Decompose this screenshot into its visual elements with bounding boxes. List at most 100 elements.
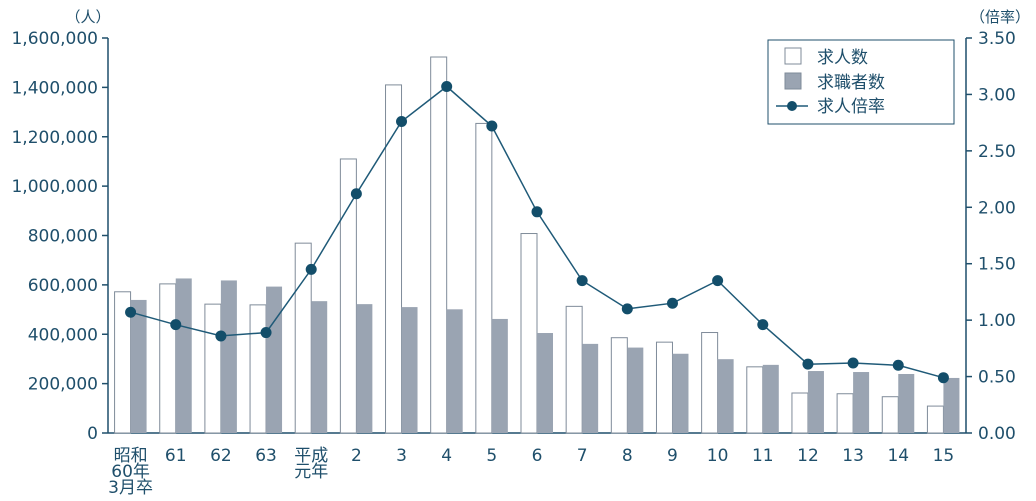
bar-job-seekers [175,278,192,433]
ratio-marker [621,303,633,315]
left-tick-label: 1,200,000 [11,128,98,148]
ratio-marker [847,357,859,369]
bar-job-seekers [356,304,373,433]
ratio-marker [802,358,814,370]
bars [114,56,960,434]
bar-job-offers [249,304,267,434]
category-label-line: 昭和 [114,446,148,466]
left-tick-label: 0 [87,424,98,444]
bar-job-seekers [672,353,689,433]
category-label-line: 62 [210,446,232,466]
ratio-marker [441,81,453,93]
bar-job-offers [520,233,538,434]
category-label: 7 [577,446,588,466]
legend: 求人数 求職者数 求人倍率 [767,39,955,125]
ratio-marker [892,359,904,371]
bar-job-offers [204,303,222,434]
bar-job-offers [746,366,764,434]
bar-job-offers [430,56,448,434]
left-tick-label: 400,000 [28,325,98,345]
bar-job-seekers [717,359,734,433]
legend-swatch-job-seekers [784,72,802,90]
category-label: 昭和 60年 3月卒 [108,446,153,498]
ratio-marker [937,372,949,384]
category-label-line: 平成 [294,446,328,466]
bar-job-seekers [491,318,508,433]
bar-job-offers [655,341,673,434]
category-label: 平成元年 [294,446,328,482]
category-label-line: 8 [622,446,633,466]
category-label-line: 元年 [294,462,328,482]
legend-marker-ratio [787,101,797,111]
ratio-marker [215,330,227,342]
left-axis-unit: （人） [65,8,110,26]
bar-job-seekers [446,309,463,433]
category-label-line: 60年 [111,462,150,482]
category-label-line: 12 [797,446,819,466]
legend-swatch-job-offers [784,47,802,65]
category-label-line: 61 [165,446,187,466]
right-tick-labels: 0.00 0.50 1.00 1.50 2.00 2.50 3.00 3.50 [966,29,1016,444]
right-tick-label: 2.50 [978,142,1016,162]
category-label-line: 3 [396,446,407,466]
right-tick-label: 3.00 [978,85,1016,105]
bar-job-seekers [582,343,599,433]
right-tick-label: 1.50 [978,255,1016,275]
bar-job-seekers [762,364,779,433]
right-axis-unit: （倍率） [970,8,1030,26]
ratio-marker [350,188,362,200]
left-tick-label: 600,000 [28,276,98,296]
left-tick-label: 1,400,000 [11,78,98,98]
category-label: 9 [667,446,678,466]
category-labels: 昭和 60年 3月卒 61 62 63 平成元年 2 3 4 5 6 7 8 9 10 11 12 13 14 15 [108,446,954,498]
right-tick-label: 1.00 [978,311,1016,331]
bar-job-seekers [401,307,418,433]
category-label-line: 11 [752,446,774,466]
category-label-line: 63 [255,446,277,466]
left-tick-label: 800,000 [28,227,98,247]
ratio-marker [531,206,543,218]
ratio-marker [666,297,678,309]
left-tick-label: 1,000,000 [11,177,98,197]
bar-job-offers [339,158,357,434]
ratio-marker [305,263,317,275]
ratio-marker [260,327,272,339]
legend-label-job-seekers: 求職者数 [817,73,885,93]
category-label-line: 3月卒 [108,478,153,498]
bar-job-offers [475,122,493,434]
bar-job-offers [791,392,809,434]
category-label: 5 [486,446,497,466]
category-label-line: 6 [532,446,543,466]
left-tick-label: 200,000 [28,375,98,395]
ratio-marker [712,275,724,287]
bar-job-offers [159,283,177,434]
category-label-line: 14 [887,446,909,466]
category-label-line: 15 [933,446,955,466]
right-tick-label: 3.50 [978,29,1016,49]
ratio-marker [170,319,182,331]
category-label: 12 [797,446,819,466]
ratio-marker [757,319,769,331]
bar-job-offers [565,305,583,434]
bar-job-seekers [898,373,915,433]
bar-job-seekers [130,299,147,433]
category-label: 4 [441,446,452,466]
category-label-line: 9 [667,446,678,466]
category-label: 11 [752,446,774,466]
category-label: 2 [351,446,362,466]
right-tick-label: 0.00 [978,424,1016,444]
left-tick-labels: 0 200,000 400,000 600,000 800,000 1,000,000 1,… [11,29,108,444]
category-label: 63 [255,446,277,466]
left-tick-label: 1,600,000 [11,29,98,49]
category-label-line: 4 [441,446,452,466]
bar-job-offers [701,332,719,434]
category-label: 8 [622,446,633,466]
bar-job-offers [836,393,854,434]
bar-job-offers [385,84,403,434]
bar-job-offers [610,337,628,434]
bar-job-offers [926,405,944,434]
bar-job-seekers [266,286,283,433]
bar-job-offers [881,396,899,434]
category-label: 13 [842,446,864,466]
